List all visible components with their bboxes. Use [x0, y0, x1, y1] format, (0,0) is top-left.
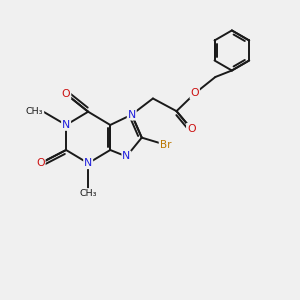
Text: N: N	[122, 152, 130, 161]
Text: O: O	[187, 124, 196, 134]
Text: O: O	[36, 158, 45, 168]
Text: N: N	[84, 158, 92, 168]
Text: CH₃: CH₃	[80, 189, 97, 198]
Text: Br: Br	[160, 140, 171, 150]
Text: N: N	[128, 110, 136, 120]
Text: CH₃: CH₃	[26, 107, 44, 116]
Text: O: O	[62, 89, 70, 99]
Text: N: N	[62, 120, 70, 130]
Text: O: O	[190, 88, 199, 98]
